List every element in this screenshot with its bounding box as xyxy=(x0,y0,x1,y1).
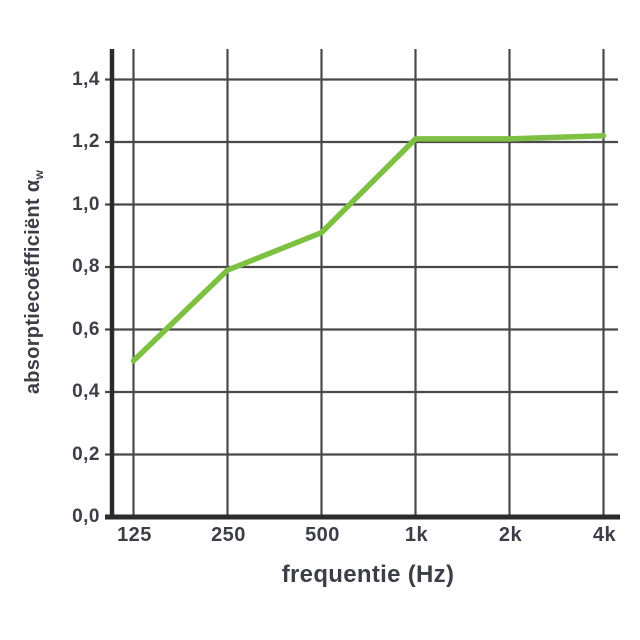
alpha-subscript: w xyxy=(32,169,46,180)
x-tick-label: 1k xyxy=(404,524,429,546)
y-tick-label: 0,2 xyxy=(72,443,100,465)
y-tick-label: 1,4 xyxy=(72,68,100,90)
y-tick-label: 0,4 xyxy=(72,381,100,402)
x-axis-title: frequentie (Hz) xyxy=(238,561,498,589)
absorption-data-line xyxy=(130,133,607,364)
x-tick-label: 2k xyxy=(498,524,523,546)
x-tick-label: 125 xyxy=(117,524,152,546)
x-tick-label: 500 xyxy=(305,524,340,546)
y-tick-label: 1,2 xyxy=(72,131,100,152)
x-tick-label: 4k xyxy=(592,524,617,546)
alpha-symbol: α xyxy=(22,179,44,193)
y-axis-title: absorptiecoëfficiënt αw xyxy=(22,132,50,432)
y-tick-label: 1,0 xyxy=(72,193,100,215)
y-axis-title-text: absorptiecoëfficiënt xyxy=(22,198,44,395)
y-tick-label: 0,6 xyxy=(72,318,100,340)
y-tick-label: 0,0 xyxy=(72,506,100,527)
y-tick-label: 0,8 xyxy=(72,256,100,277)
x-tick-label: 250 xyxy=(211,524,246,546)
x-axis-title-text: frequentie (Hz) xyxy=(281,561,455,588)
